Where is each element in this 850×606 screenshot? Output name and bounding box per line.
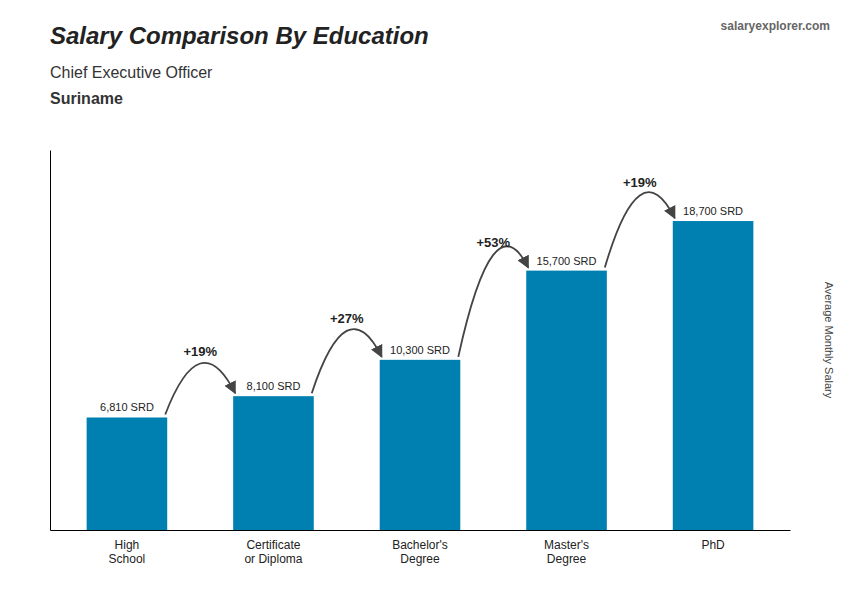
x-tick-label-line: School	[109, 552, 146, 566]
data-label: 10,300 SRD	[390, 344, 450, 356]
x-axis-line	[51, 530, 791, 531]
x-tick-label-line: High	[115, 538, 140, 552]
x-tick-label: Master'sDegree	[544, 538, 589, 566]
data-label: 6,810 SRD	[100, 401, 154, 413]
x-axis: HighSchool Certificateor Diploma Bachelor'…	[51, 531, 791, 566]
change-arrow	[312, 329, 382, 393]
bar	[526, 271, 607, 530]
y-axis-line	[50, 151, 51, 531]
bar	[380, 360, 461, 530]
change-label: +27%	[330, 311, 364, 326]
x-tick-label-line: Degree	[400, 552, 440, 566]
bar	[87, 417, 168, 530]
x-tick-label: PhD	[701, 538, 725, 552]
x-tick-label-line: Degree	[547, 552, 587, 566]
subtitle: Suriname	[50, 90, 123, 107]
x-tick-label: Certificateor Diploma	[244, 538, 302, 566]
data-label: 8,100 SRD	[247, 380, 301, 392]
bars	[87, 221, 754, 530]
change-arrow	[605, 192, 675, 267]
annotations: +19% +27% +53% +19%	[165, 175, 675, 414]
change-arrow	[458, 246, 528, 357]
subtitle: Chief Executive Officer	[50, 64, 213, 81]
change-label: +19%	[183, 344, 217, 359]
x-tick-label: HighSchool	[109, 538, 146, 566]
change-label: +53%	[476, 235, 510, 250]
x-tick-label-line: Master's	[544, 538, 589, 552]
x-tick: HighSchool	[109, 538, 146, 566]
change-arrow	[165, 363, 235, 415]
x-tick: PhD	[701, 538, 725, 552]
data-label: 15,700 SRD	[537, 255, 597, 267]
change-label: +19%	[623, 175, 657, 190]
plot-area: HighSchool Certificateor Diploma Bachelor'…	[51, 151, 791, 566]
data-labels: 6,810 SRD 8,100 SRD 10,300 SRD 15,700 SRD 18…	[100, 205, 743, 413]
data-label: 18,700 SRD	[683, 205, 743, 217]
x-tick: Master'sDegree	[544, 538, 589, 566]
title: Salary Comparison By Education	[50, 22, 429, 49]
x-tick-label-line: PhD	[701, 538, 725, 552]
watermark: salaryexplorer.com	[721, 19, 830, 33]
x-tick-label-line: Bachelor's	[392, 538, 448, 552]
chart-svg: Salary Comparison By Education Chief Exec…	[0, 0, 850, 606]
y-axis-label: Average Monthly Salary	[823, 282, 835, 399]
bar	[673, 221, 754, 530]
x-tick-label-line: Certificate	[246, 538, 300, 552]
chart-container: Salary Comparison By Education Chief Exec…	[0, 0, 850, 606]
y-axis	[50, 151, 51, 531]
x-tick-label-line: or Diploma	[244, 552, 302, 566]
x-tick: Certificateor Diploma	[244, 538, 302, 566]
x-tick: Bachelor'sDegree	[392, 538, 448, 566]
x-tick-label: Bachelor'sDegree	[392, 538, 448, 566]
bar	[233, 396, 314, 530]
